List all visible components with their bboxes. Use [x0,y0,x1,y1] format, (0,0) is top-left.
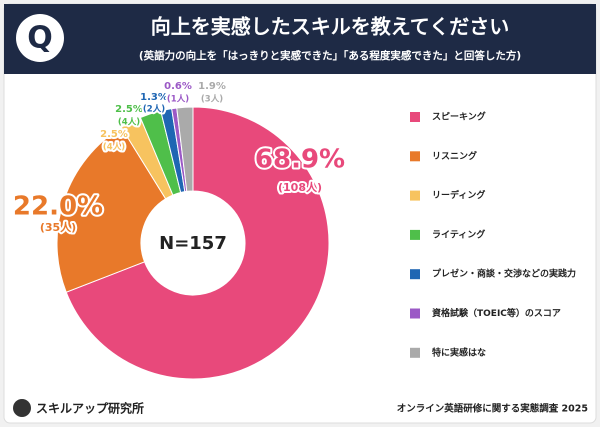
value-label: 1.9% [198,81,226,92]
q-icon [16,14,64,62]
legend-label: 特に実感はな [432,346,486,358]
count-label: (4人) [118,117,140,128]
wedge [176,106,194,192]
value-label: 0.6% [164,81,192,92]
count-label: (3人) [201,94,223,105]
subtitle: (英語力の向上を「はっきりと実感できた」「ある程度実感できた」と回答した方) [139,49,521,62]
value-label: 2.5% [115,104,143,115]
title: 向上を実感したスキルを教えてください [151,15,509,39]
value-label: 68.9% [255,145,345,175]
q-letter: Q [27,21,53,56]
legend-label: 資格試験（TOEIC等）のスコア [432,307,561,319]
legend-swatch [410,112,420,122]
legend-label: スピーキング [432,111,486,123]
source: オンライン英語研修に関する実態調査 2025 [397,403,588,415]
legend-swatch [410,308,420,319]
wedge [56,126,167,293]
center-label: N=157 [159,233,227,254]
count-label: (1人) [167,94,189,105]
legend-label: リーディング [432,189,485,201]
count-label: (2人) [143,104,165,115]
value-label: 1.3% [140,92,168,103]
legend-swatch [410,151,420,162]
legend-label: リスニング [432,150,477,162]
legend-swatch [410,269,420,280]
chart: 68.9%(108人)スピーキング22.0%(35人)リスニング2.5%(4人)… [11,79,576,380]
count-label: (4人) [103,142,125,153]
count-label: (108人) [278,180,322,194]
legend-swatch [410,229,420,240]
header-bar [4,4,596,74]
count-label: (35人) [40,220,76,234]
brand-icon [13,399,31,417]
value-label: 2.5% [100,129,128,140]
legend-swatch [410,190,420,201]
wedge [65,106,330,380]
legend-label: ライティング [432,228,485,240]
legend-label: プレゼン・商談・交渉などの実践力 [432,268,576,280]
brand: スキルアップ研究所 [36,401,144,416]
value-label: 22.0% [13,192,103,222]
legend-swatch [410,347,420,358]
